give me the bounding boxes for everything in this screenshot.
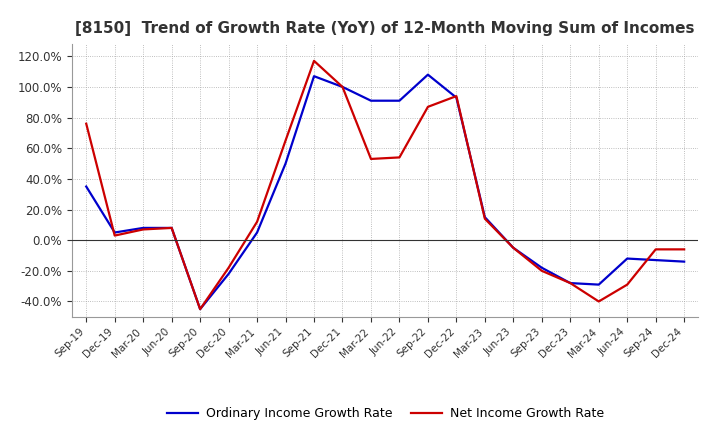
Net Income Growth Rate bbox=[423, 104, 432, 110]
Net Income Growth Rate bbox=[225, 265, 233, 271]
Line: Ordinary Income Growth Rate: Ordinary Income Growth Rate bbox=[86, 75, 684, 309]
Ordinary Income Growth Rate bbox=[253, 230, 261, 235]
Ordinary Income Growth Rate bbox=[395, 98, 404, 103]
Net Income Growth Rate bbox=[167, 225, 176, 231]
Net Income Growth Rate bbox=[253, 219, 261, 224]
Ordinary Income Growth Rate bbox=[225, 271, 233, 276]
Net Income Growth Rate bbox=[110, 233, 119, 238]
Net Income Growth Rate bbox=[196, 307, 204, 312]
Line: Net Income Growth Rate: Net Income Growth Rate bbox=[86, 61, 684, 309]
Net Income Growth Rate bbox=[480, 216, 489, 221]
Ordinary Income Growth Rate bbox=[338, 84, 347, 90]
Net Income Growth Rate bbox=[139, 227, 148, 232]
Net Income Growth Rate bbox=[566, 280, 575, 286]
Net Income Growth Rate bbox=[509, 245, 518, 250]
Ordinary Income Growth Rate bbox=[139, 225, 148, 231]
Ordinary Income Growth Rate bbox=[537, 265, 546, 271]
Ordinary Income Growth Rate bbox=[566, 280, 575, 286]
Legend: Ordinary Income Growth Rate, Net Income Growth Rate: Ordinary Income Growth Rate, Net Income … bbox=[162, 402, 608, 425]
Net Income Growth Rate bbox=[595, 299, 603, 304]
Ordinary Income Growth Rate bbox=[423, 72, 432, 77]
Ordinary Income Growth Rate bbox=[680, 259, 688, 264]
Net Income Growth Rate bbox=[395, 155, 404, 160]
Net Income Growth Rate bbox=[282, 138, 290, 143]
Net Income Growth Rate bbox=[338, 84, 347, 90]
Net Income Growth Rate bbox=[680, 247, 688, 252]
Net Income Growth Rate bbox=[310, 58, 318, 63]
Ordinary Income Growth Rate bbox=[480, 215, 489, 220]
Net Income Growth Rate bbox=[82, 121, 91, 126]
Net Income Growth Rate bbox=[452, 93, 461, 99]
Ordinary Income Growth Rate bbox=[623, 256, 631, 261]
Ordinary Income Growth Rate bbox=[452, 95, 461, 100]
Ordinary Income Growth Rate bbox=[595, 282, 603, 287]
Ordinary Income Growth Rate bbox=[366, 98, 375, 103]
Ordinary Income Growth Rate bbox=[282, 161, 290, 166]
Ordinary Income Growth Rate bbox=[509, 245, 518, 250]
Ordinary Income Growth Rate bbox=[310, 73, 318, 79]
Ordinary Income Growth Rate bbox=[196, 307, 204, 312]
Ordinary Income Growth Rate bbox=[110, 230, 119, 235]
Net Income Growth Rate bbox=[537, 268, 546, 274]
Net Income Growth Rate bbox=[623, 282, 631, 287]
Net Income Growth Rate bbox=[366, 156, 375, 161]
Title: [8150]  Trend of Growth Rate (YoY) of 12-Month Moving Sum of Incomes: [8150] Trend of Growth Rate (YoY) of 12-… bbox=[76, 21, 695, 36]
Ordinary Income Growth Rate bbox=[167, 225, 176, 231]
Ordinary Income Growth Rate bbox=[82, 184, 91, 189]
Net Income Growth Rate bbox=[652, 247, 660, 252]
Ordinary Income Growth Rate bbox=[652, 257, 660, 263]
